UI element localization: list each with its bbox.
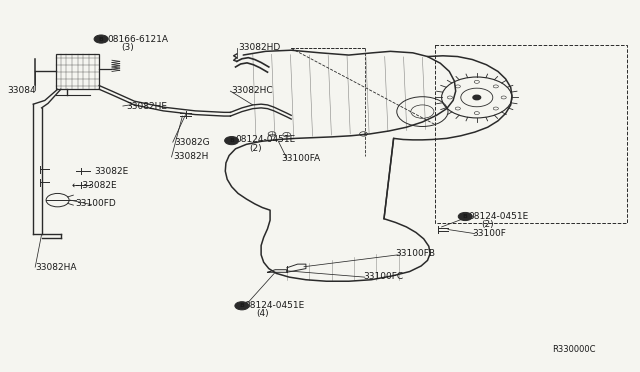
Text: 08166-6121A: 08166-6121A <box>108 35 168 44</box>
Text: (2): (2) <box>250 144 262 153</box>
Text: B: B <box>239 303 244 308</box>
Text: ← 33082E: ← 33082E <box>72 181 117 190</box>
Text: 33082E: 33082E <box>95 167 129 176</box>
Text: 33100F: 33100F <box>472 229 506 238</box>
Circle shape <box>94 35 108 43</box>
Text: 33100FA: 33100FA <box>282 154 321 163</box>
Text: R330000C: R330000C <box>552 345 595 354</box>
Circle shape <box>225 137 239 145</box>
Text: (4): (4) <box>256 309 269 318</box>
Text: (2): (2) <box>481 220 494 229</box>
Text: (3): (3) <box>122 43 134 52</box>
Text: 33082HC: 33082HC <box>232 86 273 94</box>
Text: 08124-0451E: 08124-0451E <box>236 135 296 144</box>
Text: B: B <box>229 138 234 143</box>
Circle shape <box>458 212 472 221</box>
Circle shape <box>235 302 249 310</box>
Text: 08124-0451E: 08124-0451E <box>244 301 305 310</box>
Text: 08124-0451E: 08124-0451E <box>468 212 529 221</box>
Text: B: B <box>99 36 104 42</box>
Text: 33100FD: 33100FD <box>76 199 116 208</box>
Circle shape <box>473 95 481 100</box>
Text: 33082G: 33082G <box>175 138 211 147</box>
Text: 33082HE: 33082HE <box>127 102 168 110</box>
Text: 33082HA: 33082HA <box>35 263 77 272</box>
Text: B: B <box>463 214 468 219</box>
Text: 33100FB: 33100FB <box>396 249 435 258</box>
Text: 33100FC: 33100FC <box>364 272 404 280</box>
Text: 33082HD: 33082HD <box>238 43 280 52</box>
Text: 33084: 33084 <box>8 86 36 94</box>
Text: 33082H: 33082H <box>173 152 208 161</box>
